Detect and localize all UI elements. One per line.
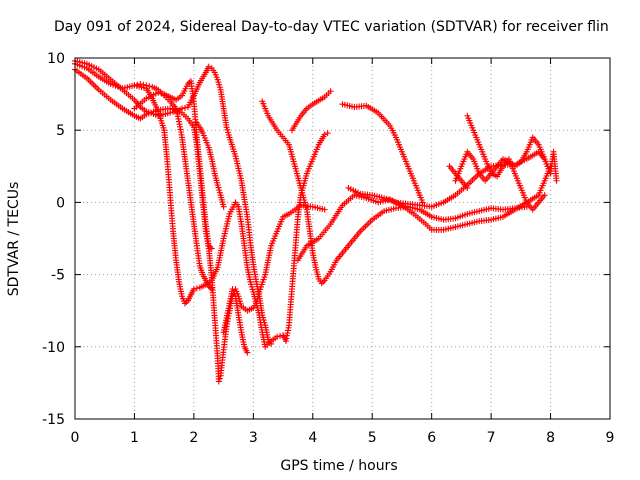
data-point-marker [167,109,174,116]
series-track-10 [339,101,426,206]
chart-title: Day 091 of 2024, Sidereal Day-to-day VTE… [54,19,609,35]
x-tick-label: 4 [308,430,317,446]
data-point-marker [174,110,181,117]
data-point-marker [155,89,162,96]
y-tick-label: 0 [56,195,65,211]
series-track-3 [72,57,275,347]
plot-frame [74,57,611,420]
x-tick-label: 1 [130,430,139,446]
y-tick-label: 5 [56,123,65,139]
data-point-marker [419,199,426,206]
x-tick-label: 6 [427,430,436,446]
series-track-2 [72,66,328,385]
data-point-marker [208,286,215,293]
data-point-marker [143,82,150,89]
data-point-marker [181,104,188,111]
x-tick-label: 8 [546,430,555,446]
x-tick-label: 3 [249,430,258,446]
series-track-7 [220,286,251,356]
data-point-marker [179,105,185,112]
x-tick-label: 0 [71,430,80,446]
data-point-marker [174,113,181,120]
y-tick-label: 10 [47,51,65,67]
series-track-9 [288,88,334,134]
y-axis-label: SDTVAR / TECUs [6,182,22,297]
series-track-6 [193,119,227,210]
data-point-marker [216,375,223,382]
data-point-marker [137,80,144,87]
data-point-marker [321,131,328,138]
series-track-11 [294,163,554,264]
data-point-marker [131,82,138,89]
data-point-marker [134,81,141,88]
series-track-15 [452,134,560,184]
data-point-marker [244,349,251,356]
data-point-marker [205,63,212,70]
x-tick-label: 7 [487,430,496,446]
y-tick-label: -15 [42,412,65,428]
data-point-marker [277,332,284,339]
data-point-marker [173,108,180,115]
x-axis-label: GPS time / hours [280,458,397,474]
data-point-marker [320,278,327,285]
x-tick-label: 5 [368,430,377,446]
data-point-marker [274,333,281,340]
data-point-marker [268,340,275,347]
grid-layer [75,58,610,419]
x-tick-label: 9 [606,430,615,446]
data-point-marker [324,130,331,137]
data-point-marker [173,105,180,112]
tick-layer: 0 1 2 3 4 5 6 7 8 9 -15 -10 -5 0 5 10 [42,51,614,446]
data-point-marker [140,81,147,88]
data-point-marker [158,90,165,97]
data-point-marker [541,192,548,199]
data-point-marker [170,109,177,116]
data-point-marker [321,206,328,213]
data-point-marker [208,245,215,252]
data-point-marker [220,203,227,210]
data-point-marker [553,177,560,184]
data-point-marker [175,115,182,122]
data-point-marker [327,88,334,95]
series-track-5 [131,78,215,252]
data-point-marker [146,83,153,90]
data-layer [72,57,560,385]
x-tick-label: 2 [189,430,198,446]
data-point-marker [190,286,197,293]
y-tick-label: -5 [51,268,65,284]
series-track-4 [131,80,215,293]
data-point-marker [193,285,200,292]
data-point-marker [215,378,222,385]
data-point-marker [464,184,471,191]
y-tick-label: -10 [42,340,65,356]
